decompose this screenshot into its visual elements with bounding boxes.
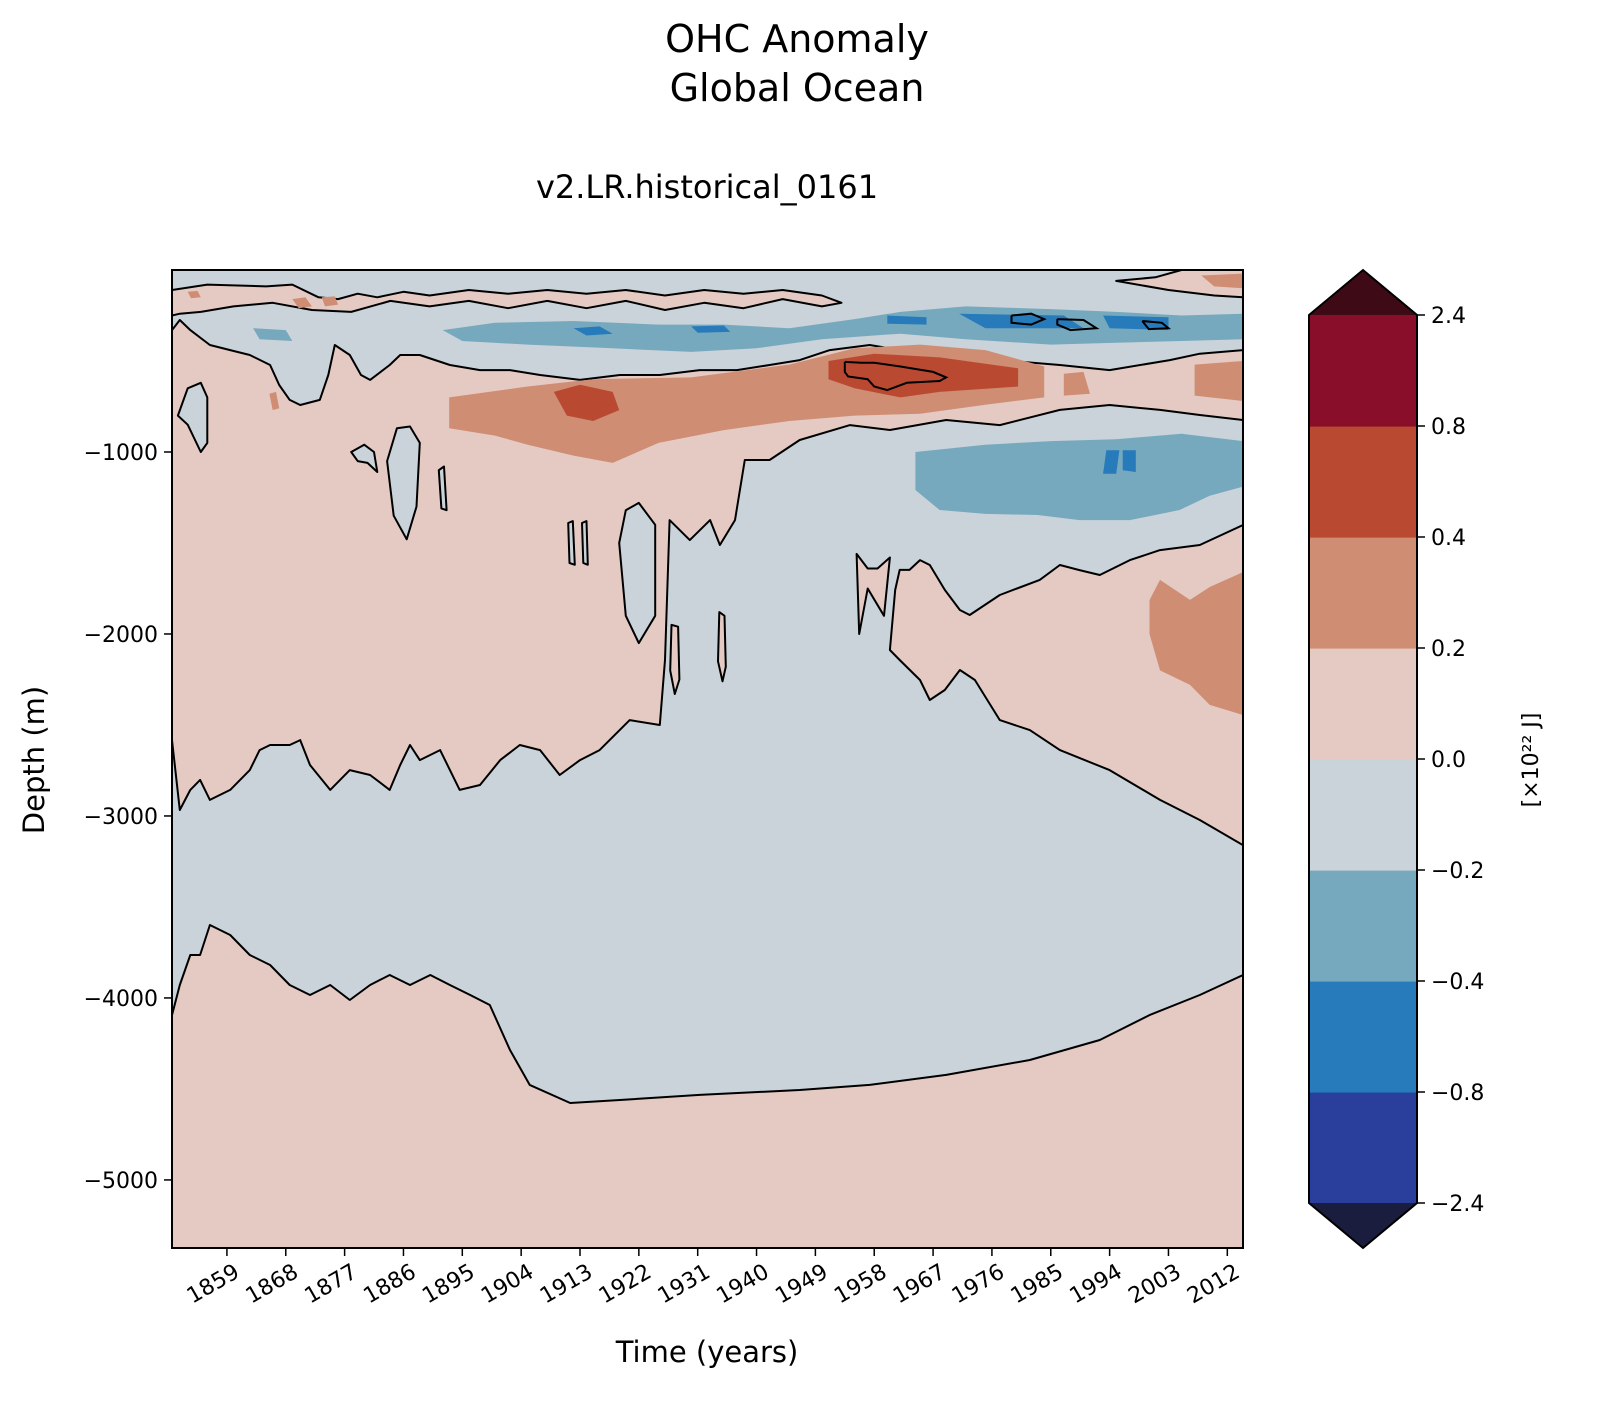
- x-tick-label: 1994: [1066, 1260, 1127, 1310]
- y-tick-label: −3000: [84, 805, 158, 830]
- contour-region: [887, 315, 927, 325]
- contour-lines: [843, 312, 1172, 392]
- colorbar-tick-label: 2.4: [1431, 304, 1466, 329]
- contour-region: [176, 381, 209, 453]
- colorbar-segment: [1309, 759, 1417, 871]
- colorbar-extend-low: [1309, 1203, 1417, 1248]
- y-axis: −1000 −2000 −3000 −4000 −5000: [84, 441, 172, 1194]
- x-tick-label: 1886: [359, 1260, 420, 1310]
- contour-region: [172, 404, 1243, 1104]
- colorbar-segment: [1309, 537, 1417, 649]
- contour-region: [437, 465, 448, 512]
- contour-region: [669, 623, 681, 695]
- colorbar-tick-label: 0.8: [1431, 415, 1466, 440]
- colorbar-tick-label: 0.4: [1431, 526, 1466, 551]
- contour-region: [187, 290, 201, 299]
- x-axis: 1859186818771886189519041913192219311940…: [183, 1248, 1244, 1309]
- plot-frame: [171, 269, 1244, 1249]
- contour-region: [959, 313, 1084, 329]
- x-tick-label: 2003: [1124, 1260, 1185, 1310]
- contour-region: [1194, 361, 1243, 401]
- contour-regions: [172, 270, 1243, 1104]
- colorbar-segment: [1309, 981, 1417, 1093]
- x-tick-label: 1895: [418, 1260, 479, 1310]
- y-tick-label: −2000: [84, 623, 158, 648]
- contour-region: [292, 297, 312, 309]
- x-tick-label: 1967: [889, 1260, 950, 1310]
- contour-region: [1063, 371, 1090, 396]
- y-tick-label: −1000: [84, 441, 158, 466]
- colorbar-segment: [1309, 870, 1417, 982]
- colorbar-tick-label: 0.2: [1431, 637, 1466, 662]
- plot-area: [171, 269, 1244, 1249]
- contour-region: [573, 326, 613, 336]
- x-tick-label: 1949: [771, 1260, 832, 1310]
- contour-region: [386, 425, 421, 541]
- colorbar-extend-high: [1309, 270, 1417, 315]
- contour-line: [1056, 318, 1100, 332]
- x-tick-label: 2012: [1183, 1260, 1244, 1310]
- y-axis-label: Depth (m): [17, 686, 51, 834]
- x-tick-label: 1922: [595, 1260, 656, 1310]
- x-tick-label: 1859: [183, 1260, 244, 1310]
- colorbar-segment: [1309, 315, 1417, 427]
- x-tick-label: 1940: [713, 1260, 774, 1310]
- colorbar-segment: [1309, 1092, 1417, 1204]
- colorbar-label: [×10²² J]: [1519, 713, 1544, 808]
- y-tick-label: −5000: [84, 1169, 158, 1194]
- x-tick-label: 1868: [242, 1260, 303, 1310]
- x-tick-label: 1931: [654, 1260, 715, 1310]
- contour-region: [321, 296, 339, 307]
- x-tick-label: 1985: [1007, 1260, 1068, 1310]
- contour-region: [1149, 572, 1243, 715]
- contour-line: [1010, 312, 1047, 326]
- contour-region: [915, 433, 1243, 521]
- colorbar-tick-label: 0.0: [1431, 748, 1466, 773]
- contour-region: [618, 501, 657, 645]
- y-tick-label: −4000: [84, 987, 158, 1012]
- contour-region: [1103, 450, 1120, 474]
- contour-region: [553, 384, 620, 421]
- colorbar-tick-label: −0.8: [1431, 1081, 1484, 1106]
- contour-region: [567, 520, 576, 566]
- x-axis-label: Time (years): [615, 1335, 799, 1369]
- contour-line: [1141, 320, 1172, 331]
- contour-region: [253, 328, 293, 341]
- x-tick-label: 1913: [536, 1260, 597, 1310]
- x-tick-label: 1958: [830, 1260, 891, 1310]
- contour-region: [1103, 315, 1169, 331]
- colorbar-tick-label: −0.2: [1431, 859, 1484, 884]
- colorbar-segment: [1309, 648, 1417, 760]
- contour-region: [717, 611, 727, 683]
- contour-region: [1122, 450, 1136, 472]
- colorbar-tick-label: −0.4: [1431, 970, 1484, 995]
- x-tick-label: 1904: [477, 1260, 538, 1310]
- colorbar: −2.4 −0.8 −0.4 −0.2 0.0 0.2 0.4 0.8 2.4: [1308, 268, 1484, 1250]
- chart-title: OHC Anomaly: [665, 17, 929, 61]
- contour-region: [581, 520, 589, 566]
- chart-title-line2: Global Ocean: [670, 66, 925, 110]
- x-tick-label: 1976: [948, 1260, 1009, 1310]
- chart-subtitle: v2.LR.historical_0161: [536, 168, 878, 206]
- colorbar-segment: [1309, 426, 1417, 538]
- contour-region: [269, 391, 280, 411]
- contour-line: [843, 360, 949, 392]
- contour-region: [350, 443, 379, 473]
- colorbar-tick-label: −2.4: [1431, 1192, 1484, 1217]
- x-tick-label: 1877: [301, 1260, 362, 1310]
- contour-region: [1201, 273, 1243, 289]
- contour-region: [855, 552, 891, 635]
- contour-region: [691, 325, 731, 333]
- contour-region: [172, 283, 843, 317]
